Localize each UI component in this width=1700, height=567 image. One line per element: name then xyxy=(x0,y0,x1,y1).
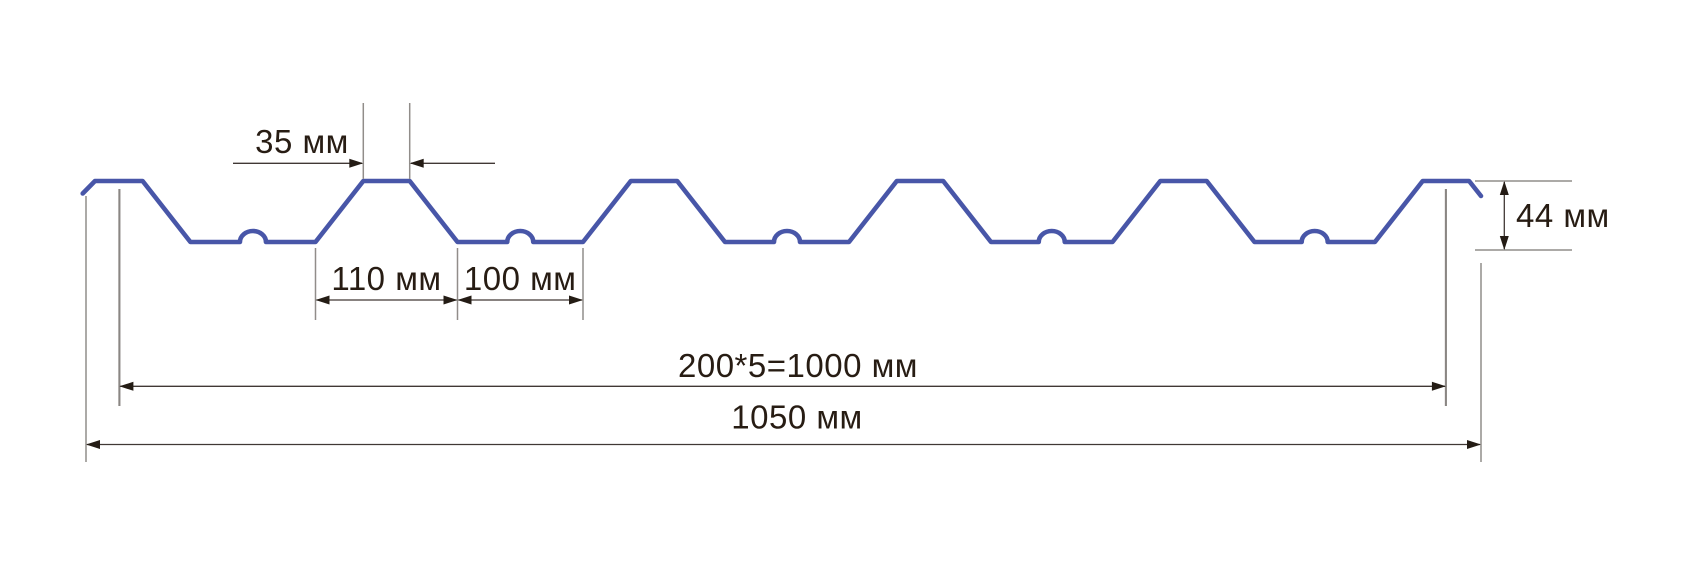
height-arrowhead-up xyxy=(1499,181,1509,195)
valley-arrowhead-right xyxy=(569,295,583,305)
working-width-arrowhead-left xyxy=(119,381,134,391)
dimension-overall-width: 1050 мм xyxy=(85,196,1482,462)
profile-outline xyxy=(80,178,1484,245)
rib-base-width-label: 110 мм xyxy=(331,260,441,297)
working-width-label: 200*5=1000 мм xyxy=(678,347,918,384)
dimension-crest-width: 35 мм xyxy=(233,103,495,179)
rib-base-arrowhead-right xyxy=(443,295,458,305)
overall-width-arrowhead-left xyxy=(86,440,100,449)
profile-height-label: 44 мм xyxy=(1516,197,1610,234)
dimension-profile-height: 44 мм xyxy=(1475,180,1610,251)
valley-width-label: 100 мм xyxy=(464,260,577,297)
height-arrowhead-down xyxy=(1499,236,1509,250)
crest-arrowhead-right xyxy=(349,158,364,168)
dimension-valley-width: 100 мм xyxy=(457,248,584,320)
overall-width-arrowhead-right xyxy=(1467,440,1481,449)
crest-arrowhead-left xyxy=(409,158,424,168)
working-width-arrowhead-right xyxy=(1431,381,1446,391)
overall-width-label: 1050 мм xyxy=(731,399,862,436)
rib-base-arrowhead-left xyxy=(315,295,330,305)
dimension-working-width: 200*5=1000 мм xyxy=(118,189,1447,406)
dimension-rib-base-width: 110 мм xyxy=(314,248,459,320)
crest-width-label: 35 мм xyxy=(255,123,349,160)
valley-arrowhead-left xyxy=(457,295,472,305)
